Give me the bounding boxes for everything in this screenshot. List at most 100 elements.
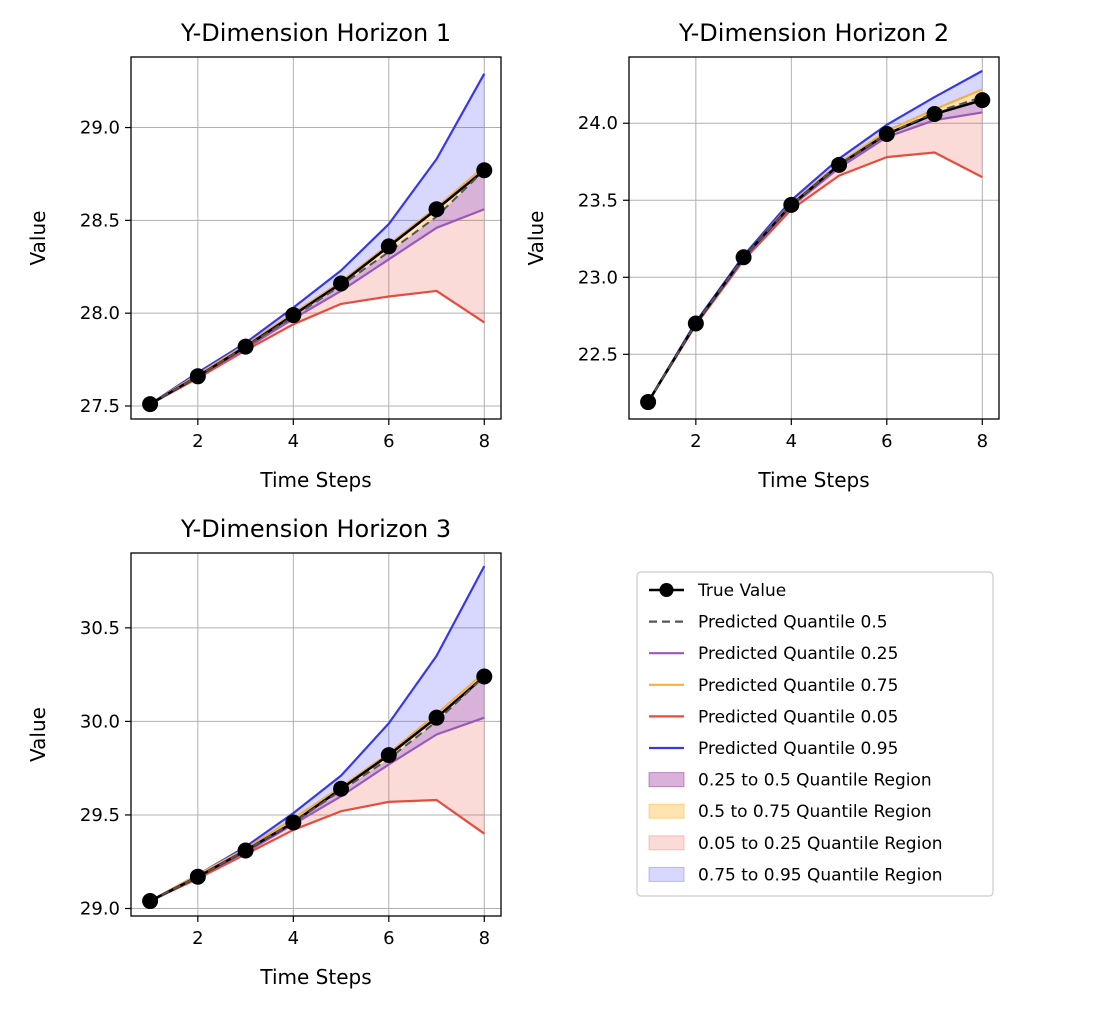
x-axis-label: Time Steps xyxy=(259,965,371,989)
true-value-point xyxy=(735,249,752,266)
true-value-point xyxy=(142,396,159,413)
legend-item: Predicted Quantile 0.05 xyxy=(649,707,898,727)
true-value-point xyxy=(237,338,254,355)
true-value-point xyxy=(142,893,159,910)
legend: True Value Predicted Quantile 0.5 Predicte… xyxy=(636,571,994,897)
line-quantile-0-5 xyxy=(149,675,485,902)
x-tick-label: 8 xyxy=(479,928,490,949)
true-value-point xyxy=(926,105,943,122)
legend-item: 0.25 to 0.5 Quantile Region xyxy=(648,771,932,791)
legend-swatch xyxy=(648,772,685,788)
legend-label: 0.05 to 0.25 Quantile Region xyxy=(698,834,943,854)
region-05-25 xyxy=(150,717,485,902)
subplot-1: 2 4 6 8 27.5 28.0 28.5 29.0 Y-Dimension Horizon … xyxy=(26,19,502,492)
legend-label: 0.25 to 0.5 Quantile Region xyxy=(698,771,932,791)
y-tick-label: 30.0 xyxy=(80,711,120,732)
legend-label: 0.75 to 0.95 Quantile Region xyxy=(698,865,943,885)
y-tick-label: 30.5 xyxy=(80,618,120,639)
plot-area xyxy=(142,73,493,413)
y-tick-label: 23.5 xyxy=(578,190,618,211)
line-quantile-0-75 xyxy=(149,671,486,902)
y-tick-label: 22.5 xyxy=(578,344,618,365)
y-tick-label: 24.0 xyxy=(578,113,618,134)
x-tick-label: 2 xyxy=(192,928,203,949)
x-tick-label: 4 xyxy=(288,431,299,452)
true-value-point xyxy=(878,126,895,143)
true-value-point xyxy=(285,814,302,831)
legend-label: Predicted Quantile 0.05 xyxy=(698,707,898,727)
axes-frame xyxy=(628,56,1000,420)
line-quantile-0-5 xyxy=(149,169,485,406)
legend-item: True Value xyxy=(649,581,786,601)
true-value-point xyxy=(831,156,848,173)
legend-label: Predicted Quantile 0.75 xyxy=(698,676,898,696)
axes-frame xyxy=(130,552,502,917)
legend-label: Predicted Quantile 0.95 xyxy=(698,739,898,759)
x-tick-label: 8 xyxy=(479,431,490,452)
y-tick-label: 29.0 xyxy=(80,118,120,139)
subplot-3: 2 4 6 8 29.0 29.5 30.0 30.5 Y-Dimension Horizon … xyxy=(26,515,502,989)
x-tick-label: 2 xyxy=(690,431,701,452)
line-true-value xyxy=(149,675,486,903)
line-quantile-0-5 xyxy=(647,96,983,403)
true-value-point xyxy=(380,747,397,764)
true-value-point xyxy=(476,668,493,685)
subplot-title: Y-Dimension Horizon 1 xyxy=(180,19,451,47)
y-tick-label: 29.5 xyxy=(80,805,120,826)
line-quantile-0-95 xyxy=(149,73,486,406)
legend-label: Predicted Quantile 0.25 xyxy=(698,644,898,664)
true-value-point xyxy=(974,92,991,109)
true-value-point xyxy=(640,394,657,411)
legend-swatch xyxy=(648,803,685,819)
x-tick-label: 6 xyxy=(881,431,892,452)
true-value-point xyxy=(189,368,206,385)
subplot-2: 2 4 6 8 22.5 23.0 23.5 24.0 Y-Dimension Horizon … xyxy=(524,19,1000,492)
legend-swatch xyxy=(648,866,685,882)
subplots: 2 4 6 8 27.5 28.0 28.5 29.0 Y-Dimension Horizon … xyxy=(26,19,1000,989)
axes-frame xyxy=(130,56,502,420)
x-tick-label: 6 xyxy=(383,431,394,452)
true-value-point xyxy=(783,196,800,213)
x-tick-label: 2 xyxy=(192,431,203,452)
legend-item: 0.05 to 0.25 Quantile Region xyxy=(648,834,943,854)
true-value-point xyxy=(428,709,445,726)
y-axis-label: Value xyxy=(26,707,50,762)
x-axis-label: Time Steps xyxy=(757,468,869,492)
grid xyxy=(629,57,999,419)
legend-item: 0.5 to 0.75 Quantile Region xyxy=(648,802,932,822)
y-axis-label: Value xyxy=(26,211,50,266)
true-value-point xyxy=(687,315,704,332)
line-quantile-0-05 xyxy=(149,289,485,406)
line-quantile-0-05 xyxy=(149,798,485,903)
y-tick-label: 29.0 xyxy=(80,899,120,920)
true-value-point xyxy=(237,842,254,859)
true-value-point xyxy=(189,868,206,885)
line-quantile-0-25 xyxy=(647,111,983,403)
legend-item: Predicted Quantile 0.25 xyxy=(649,644,898,664)
x-axis-label: Time Steps xyxy=(259,468,371,492)
true-value-point xyxy=(285,307,302,324)
legend-item: 0.75 to 0.95 Quantile Region xyxy=(648,865,943,885)
grid xyxy=(131,553,501,916)
y-tick-label: 28.5 xyxy=(80,210,120,231)
subplot-title: Y-Dimension Horizon 3 xyxy=(180,515,451,543)
plot-area xyxy=(640,69,991,411)
true-value-point xyxy=(476,162,493,179)
region-05-25 xyxy=(648,112,983,403)
legend-item: Predicted Quantile 0.5 xyxy=(649,613,888,633)
y-tick-label: 23.0 xyxy=(578,267,618,288)
y-tick-label: 27.5 xyxy=(80,396,120,417)
legend-label: Predicted Quantile 0.5 xyxy=(698,613,888,633)
line-quantile-0-75 xyxy=(149,165,486,406)
x-tick-label: 6 xyxy=(383,928,394,949)
true-value-point xyxy=(380,238,397,255)
legend-swatch xyxy=(648,835,685,851)
true-value-point xyxy=(333,275,350,292)
legend-item: Predicted Quantile 0.95 xyxy=(649,739,898,759)
legend-label: True Value xyxy=(697,581,786,601)
grid xyxy=(131,57,501,419)
subplot-title: Y-Dimension Horizon 2 xyxy=(678,19,949,47)
y-tick-label: 28.0 xyxy=(80,303,120,324)
legend-label: 0.5 to 0.75 Quantile Region xyxy=(698,802,932,822)
